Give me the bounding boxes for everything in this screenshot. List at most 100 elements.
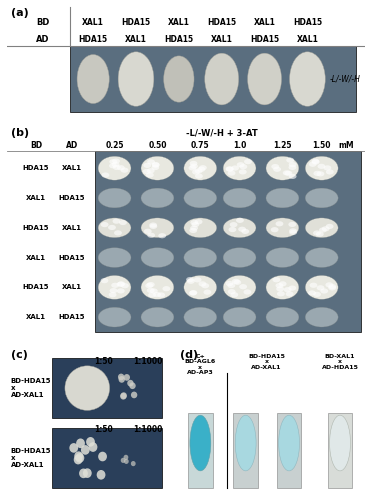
- Ellipse shape: [163, 286, 170, 292]
- Ellipse shape: [187, 278, 195, 284]
- Ellipse shape: [283, 170, 291, 175]
- Ellipse shape: [141, 276, 174, 299]
- Ellipse shape: [228, 227, 236, 232]
- Ellipse shape: [277, 291, 285, 296]
- Ellipse shape: [89, 442, 97, 452]
- Ellipse shape: [98, 156, 131, 180]
- Ellipse shape: [190, 164, 198, 169]
- Ellipse shape: [289, 162, 296, 167]
- Ellipse shape: [149, 222, 157, 228]
- Ellipse shape: [150, 288, 158, 294]
- Ellipse shape: [308, 290, 316, 296]
- Ellipse shape: [101, 222, 109, 227]
- FancyBboxPatch shape: [95, 151, 361, 332]
- Ellipse shape: [273, 166, 281, 172]
- Ellipse shape: [317, 285, 324, 290]
- Ellipse shape: [289, 165, 296, 170]
- Ellipse shape: [248, 53, 282, 105]
- Ellipse shape: [190, 220, 198, 225]
- Ellipse shape: [322, 226, 330, 232]
- Ellipse shape: [121, 458, 125, 463]
- Text: HDA15: HDA15: [78, 36, 108, 44]
- Ellipse shape: [199, 282, 206, 286]
- Ellipse shape: [195, 168, 202, 173]
- Ellipse shape: [184, 308, 217, 327]
- Ellipse shape: [271, 227, 279, 232]
- Ellipse shape: [288, 286, 296, 290]
- Ellipse shape: [147, 282, 155, 287]
- Ellipse shape: [121, 283, 129, 288]
- Text: BD-HDA15
x
AD-XAL1: BD-HDA15 x AD-XAL1: [11, 378, 51, 398]
- Ellipse shape: [288, 222, 296, 227]
- Text: BD: BD: [30, 141, 42, 150]
- Ellipse shape: [127, 380, 134, 386]
- Text: 1:50: 1:50: [94, 425, 113, 434]
- Ellipse shape: [232, 279, 240, 284]
- FancyBboxPatch shape: [188, 414, 213, 488]
- Ellipse shape: [141, 156, 174, 180]
- Text: (a): (a): [11, 8, 29, 18]
- Text: HDA15: HDA15: [293, 18, 322, 27]
- Ellipse shape: [266, 248, 299, 268]
- Ellipse shape: [147, 160, 155, 164]
- Ellipse shape: [195, 174, 203, 178]
- Ellipse shape: [118, 52, 154, 106]
- Text: BD-HDA15
x
AD-XAL1: BD-HDA15 x AD-XAL1: [11, 448, 51, 468]
- Ellipse shape: [148, 292, 156, 298]
- Ellipse shape: [305, 218, 338, 238]
- Ellipse shape: [112, 162, 119, 167]
- Text: XAL1: XAL1: [26, 195, 46, 201]
- Ellipse shape: [312, 160, 320, 164]
- Ellipse shape: [198, 166, 205, 172]
- Text: XAL1: XAL1: [168, 18, 190, 27]
- Ellipse shape: [227, 283, 235, 288]
- Ellipse shape: [326, 170, 334, 174]
- Ellipse shape: [271, 164, 279, 169]
- Text: 0.75: 0.75: [191, 141, 209, 150]
- Ellipse shape: [309, 162, 317, 167]
- Text: HDA15: HDA15: [23, 225, 49, 231]
- Ellipse shape: [289, 228, 297, 234]
- Ellipse shape: [124, 374, 130, 380]
- Ellipse shape: [141, 308, 174, 327]
- Ellipse shape: [76, 438, 85, 448]
- Ellipse shape: [289, 174, 296, 179]
- Ellipse shape: [236, 218, 244, 223]
- Text: BD: BD: [36, 18, 50, 27]
- Ellipse shape: [305, 248, 338, 268]
- Ellipse shape: [305, 308, 338, 327]
- Text: HDA15: HDA15: [250, 36, 279, 44]
- Ellipse shape: [131, 392, 137, 398]
- Text: AD: AD: [65, 141, 78, 150]
- Ellipse shape: [190, 226, 198, 230]
- Ellipse shape: [313, 230, 321, 235]
- Text: (b): (b): [11, 128, 29, 138]
- Ellipse shape: [276, 283, 283, 288]
- Ellipse shape: [147, 232, 155, 238]
- Ellipse shape: [239, 170, 247, 174]
- Ellipse shape: [152, 162, 160, 168]
- Ellipse shape: [286, 158, 294, 163]
- Ellipse shape: [120, 393, 126, 400]
- Ellipse shape: [144, 228, 152, 234]
- Ellipse shape: [237, 162, 244, 168]
- Ellipse shape: [284, 287, 292, 292]
- Ellipse shape: [223, 308, 256, 327]
- Ellipse shape: [184, 156, 217, 180]
- Text: XAL1: XAL1: [82, 18, 104, 27]
- Ellipse shape: [118, 282, 125, 286]
- Text: AD: AD: [36, 36, 50, 44]
- Ellipse shape: [98, 308, 131, 327]
- Ellipse shape: [330, 415, 350, 471]
- Ellipse shape: [113, 165, 121, 170]
- Ellipse shape: [146, 172, 154, 178]
- Text: -L/-W/-H: -L/-W/-H: [330, 74, 361, 84]
- Ellipse shape: [279, 415, 299, 471]
- Ellipse shape: [86, 437, 95, 446]
- Ellipse shape: [285, 170, 292, 176]
- Ellipse shape: [118, 374, 124, 380]
- Ellipse shape: [83, 468, 92, 478]
- Ellipse shape: [311, 158, 319, 164]
- Ellipse shape: [194, 278, 202, 282]
- Ellipse shape: [129, 382, 136, 389]
